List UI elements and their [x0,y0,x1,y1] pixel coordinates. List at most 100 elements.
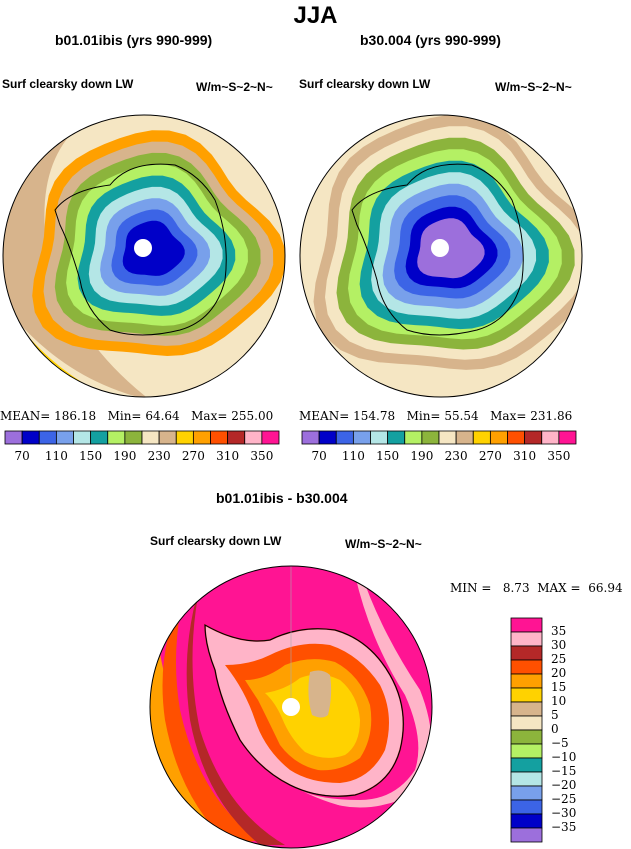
colorbar-tick-label: 310 [216,449,240,463]
colorbar-swatch [510,617,543,633]
colorbar-swatch [335,430,354,445]
colorbar-swatch [524,430,543,445]
colorbar-swatch [510,631,543,647]
colorbar-swatch [507,430,526,445]
colorbar-tick-label: 270 [478,449,502,463]
mean-label: MEAN= [299,409,350,423]
mean-value: 154.78 [353,409,396,423]
colorbar-swatch [387,430,406,445]
panel-2-units: W/m~S~2~N~ [495,80,572,94]
colorbar-swatch [510,701,543,717]
colorbar-swatch [510,799,543,815]
panel-2-map-border [299,114,583,398]
min-label: MIN = [450,581,492,595]
colorbar-tick-label: 230 [444,449,468,463]
colorbar-swatch [210,430,229,445]
max-value: 255.00 [231,409,274,423]
colorbar-swatch [510,757,543,773]
colorbar-swatch [90,430,109,445]
colorbar-swatch [73,430,92,445]
panel-1-title: b01.01ibis (yrs 990-999) [55,32,213,48]
difference-units: W/m~S~2~N~ [345,537,422,551]
colorbar-swatch [244,430,263,445]
colorbar-tick-label: 230 [147,449,171,463]
contour-ring [122,220,185,276]
colorbar-swatch [510,813,543,829]
mean-label: MEAN= [0,409,51,423]
min-value: 8.73 [502,581,530,595]
contour-ring [417,218,485,279]
min-label: Min= [107,409,142,423]
colorbar-swatch [55,430,74,445]
mean-value: 186.18 [54,409,97,423]
colorbar-swatch [558,430,577,445]
min-value: 64.64 [145,409,180,423]
colorbar-tick-label: 190 [113,449,137,463]
difference-variable: Surf clearsky down LW [150,534,282,548]
difference-colorbar [510,617,543,843]
panel-1-map-border [2,114,286,398]
colorbar-swatch [124,430,143,445]
colorbar-swatch [455,430,474,445]
colorbar-tick-label: −30 [551,806,577,820]
panel-2-stats: MEAN= 154.78 Min= 55.54 Max= 231.86 [299,409,572,423]
panel-1-contour-rings [32,130,285,356]
panel-1-map [3,115,285,397]
colorbar-tick-label: 30 [551,638,567,652]
panel-1-variable: Surf clearsky down LW [2,77,134,91]
colorbar-tick-label: 25 [551,652,567,666]
colorbar-swatch [404,430,423,445]
difference-map-border [149,565,433,849]
colorbar-swatch [192,430,211,445]
panel-1-colorbar [4,430,280,445]
colorbar-swatch [227,430,246,445]
colorbar-swatch [510,729,543,745]
colorbar-tick-label: 70 [14,449,30,463]
colorbar-swatch [510,743,543,759]
panel-2-contour-rings [313,115,582,370]
panel-2-colorbar [301,430,577,445]
colorbar-swatch [421,430,440,445]
panel-2-title: b30.004 (yrs 990-999) [360,32,501,48]
colorbar-swatch [107,430,126,445]
colorbar-tick-label: 10 [551,694,567,708]
colorbar-swatch [510,673,543,689]
colorbar-tick-label: −15 [551,764,577,778]
panel-1-units: W/m~S~2~N~ [196,80,273,94]
colorbar-tick-label: −20 [551,778,577,792]
colorbar-tick-label: 0 [551,722,559,736]
min-label: Min= [406,409,441,423]
colorbar-swatch [510,687,543,703]
colorbar-tick-label: 70 [311,449,327,463]
colorbar-swatch [541,430,560,445]
colorbar-tick-label: 110 [44,449,68,463]
panel-2-variable: Surf clearsky down LW [299,77,431,91]
colorbar-tick-label: 35 [551,624,567,638]
colorbar-tick-label: 110 [341,449,365,463]
max-label: MAX = [537,581,581,595]
colorbar-swatch [4,430,23,445]
colorbar-swatch [158,430,177,445]
colorbar-tick-label: −25 [551,792,577,806]
colorbar-tick-label: 350 [250,449,274,463]
colorbar-swatch [438,430,457,445]
colorbar-swatch [510,645,543,661]
colorbar-tick-label: −10 [551,750,577,764]
max-label: Max= [490,409,527,423]
panel-2-map [300,115,582,397]
colorbar-swatch [141,430,160,445]
difference-title: b01.01ibis - b30.004 [216,490,348,506]
colorbar-tick-label: 150 [376,449,400,463]
max-value: 66.94 [588,581,623,595]
difference-map [150,566,432,848]
colorbar-swatch [510,659,543,675]
pole-marker [134,239,152,257]
colorbar-tick-label: 190 [410,449,434,463]
colorbar-tick-label: 350 [547,449,571,463]
colorbar-tick-label: 5 [551,708,559,722]
colorbar-swatch [510,827,543,843]
colorbar-swatch [318,430,337,445]
colorbar-tick-label: 20 [551,666,567,680]
